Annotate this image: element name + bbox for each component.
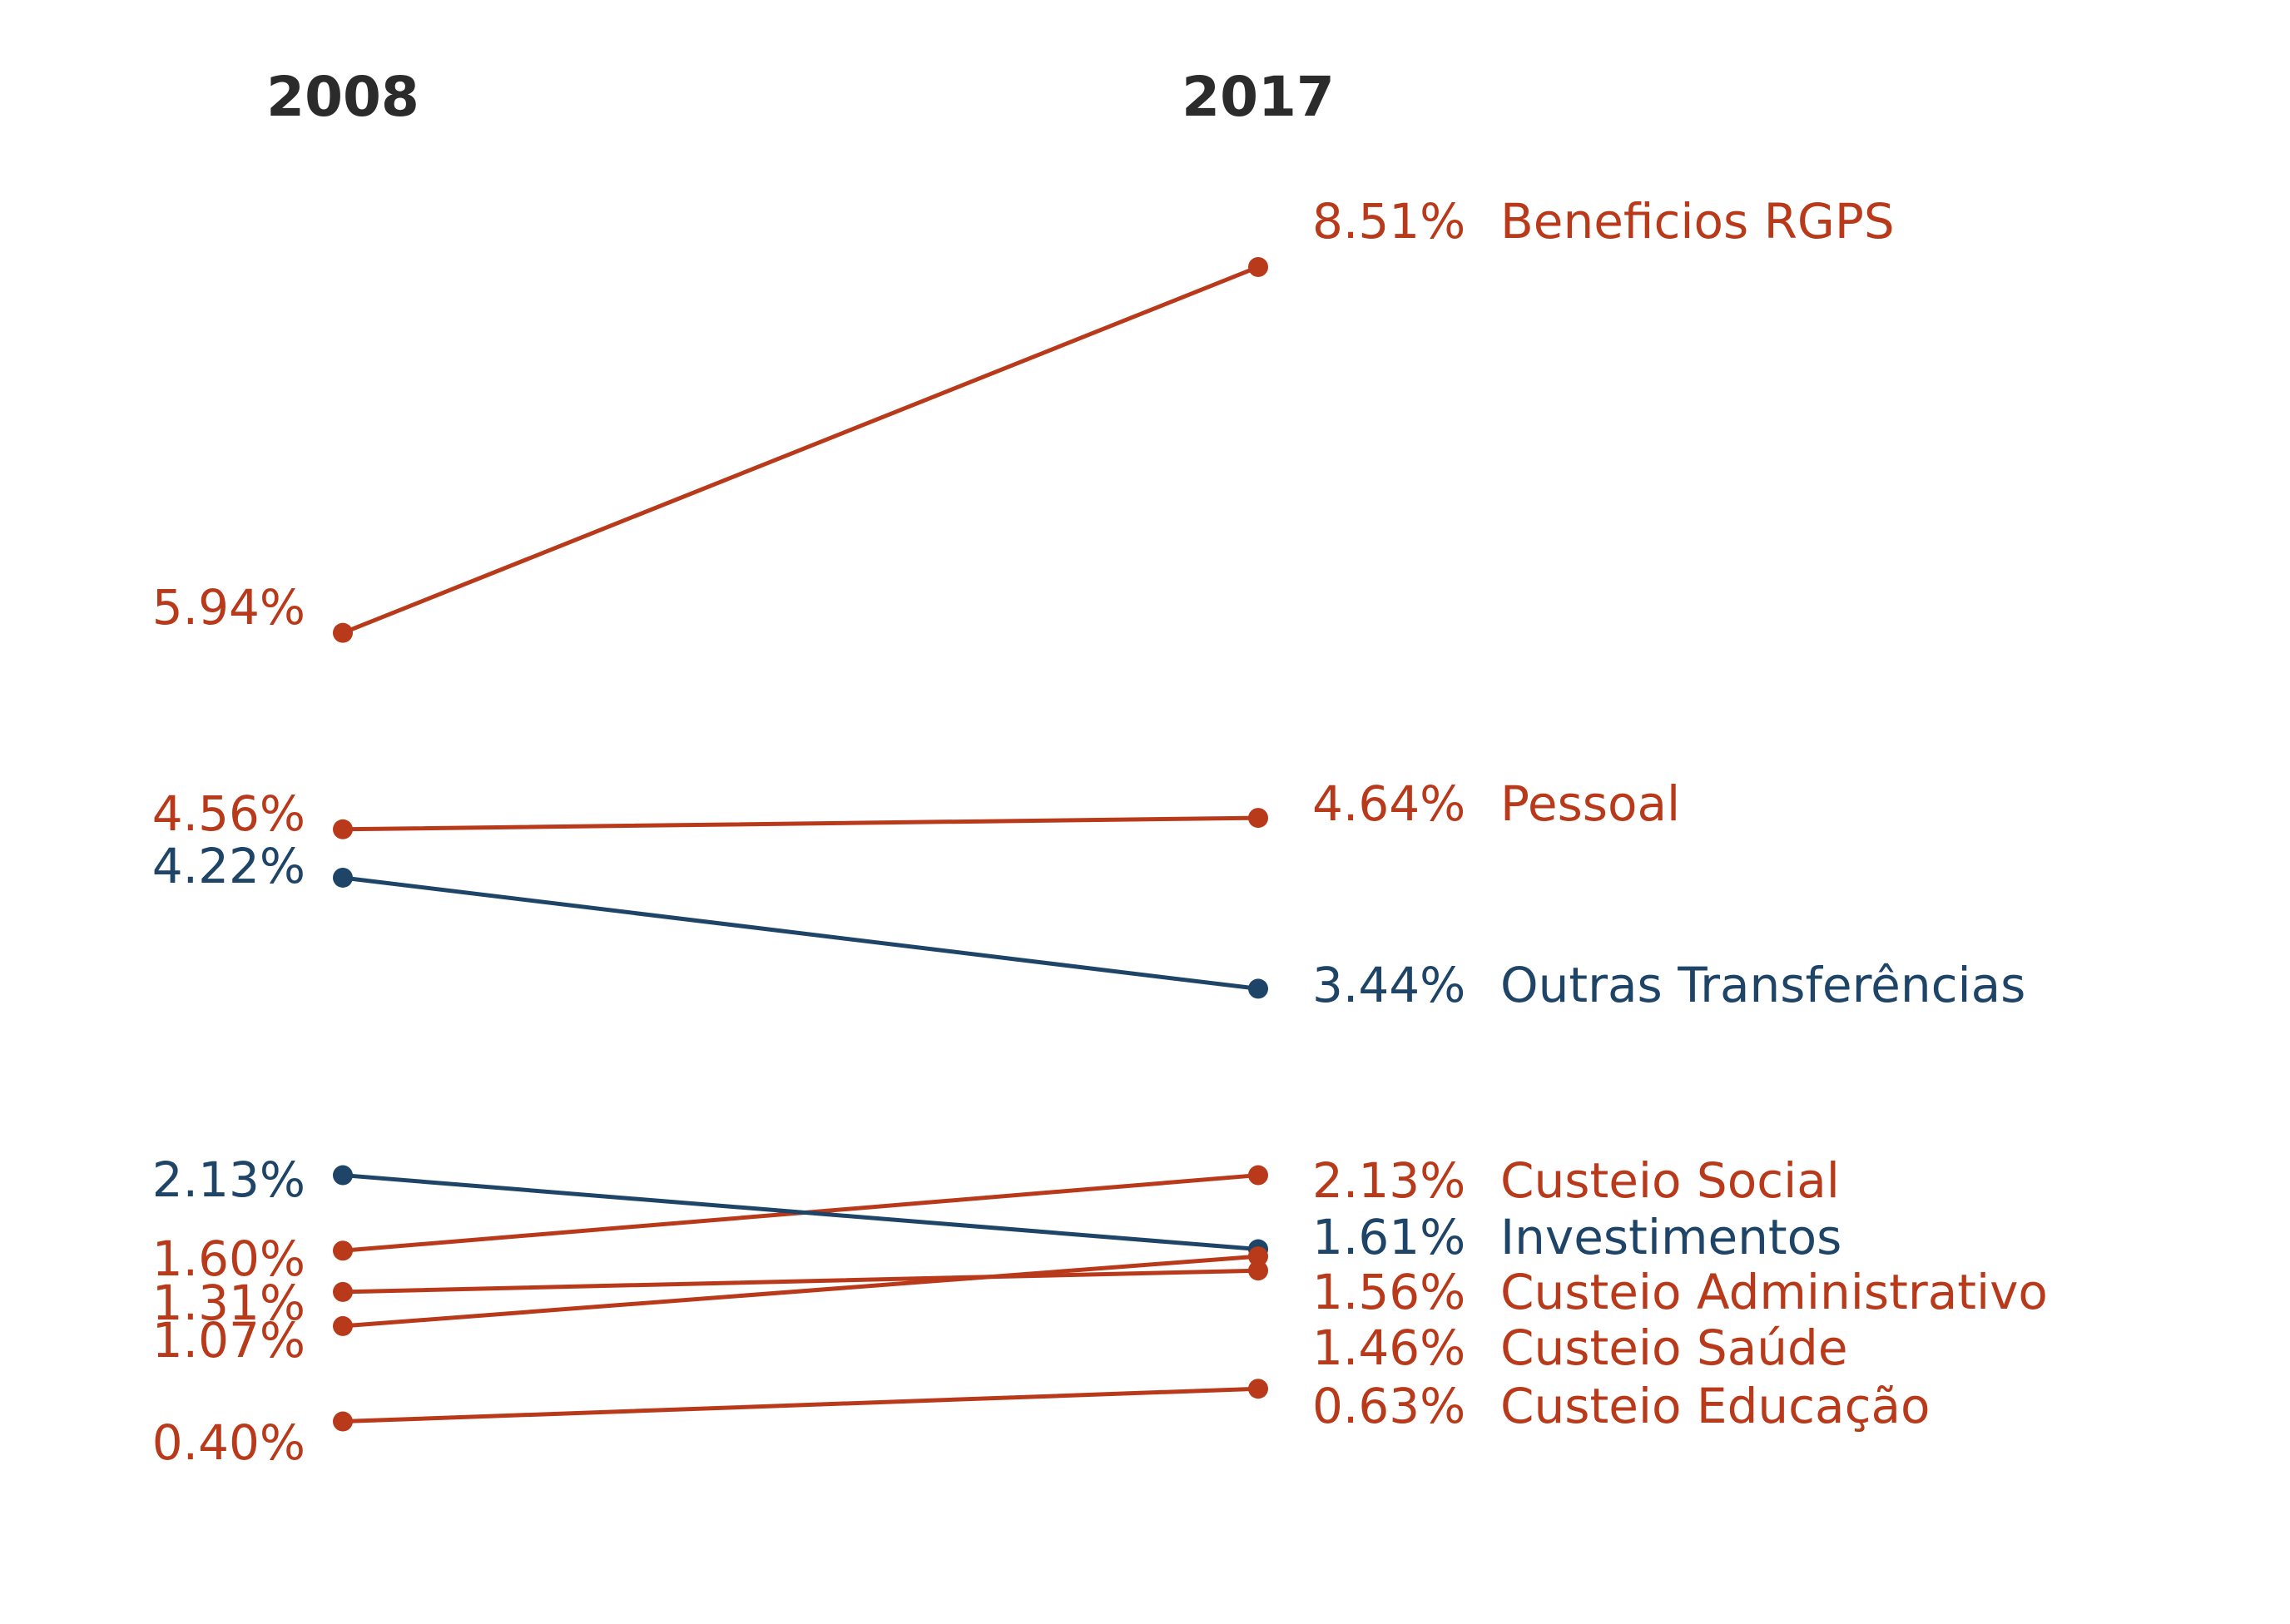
series-label-custeio-saude: Custeio Saúde: [1500, 1320, 1848, 1376]
value-label-investimentos-2008: 2.13%: [152, 1151, 305, 1208]
value-label-outras-transferencias-2008: 4.22%: [152, 838, 305, 894]
slope-line-investimentos: [340, 1173, 1261, 1252]
point-custeio-administrativo-2017: [1248, 1246, 1268, 1267]
value-label-custeio-saude-2008: 1.31%: [152, 1275, 305, 1331]
year-label-2017: 2017: [1182, 65, 1335, 129]
slope-line-outras-transferencias: [340, 875, 1261, 991]
point-investimentos-2008: [333, 1165, 353, 1186]
value-label-beneficios-rgps-2017: 8.51%: [1312, 193, 1465, 250]
series-label-custeio-social: Custeio Social: [1500, 1152, 1840, 1209]
year-label-2008: 2008: [266, 65, 419, 129]
value-label-custeio-social-2017: 2.13%: [1312, 1152, 1465, 1209]
value-label-investimentos-2017: 1.61%: [1312, 1209, 1465, 1265]
point-beneficios-rgps-2017: [1248, 256, 1268, 277]
point-outras-transferencias-2017: [1248, 978, 1268, 999]
series-label-beneficios-rgps: Beneficios RGPS: [1500, 193, 1895, 250]
slope-line-beneficios-rgps: [340, 265, 1261, 636]
point-custeio-educacao-2017: [1248, 1379, 1268, 1399]
point-custeio-saude-2017: [1248, 1260, 1268, 1281]
slope-line-custeio-saude: [340, 1268, 1261, 1295]
series-label-custeio-administrativo: Custeio Administrativo: [1500, 1264, 2048, 1320]
series-label-pessoal: Pessoal: [1500, 775, 1680, 832]
value-label-pessoal-2008: 4.56%: [152, 785, 305, 842]
point-outras-transferencias-2008: [333, 867, 353, 888]
slope-line-custeio-educacao: [340, 1386, 1261, 1424]
series-label-custeio-educacao: Custeio Educação: [1500, 1378, 1931, 1434]
slope-points: [333, 256, 1268, 1432]
point-custeio-social-2017: [1248, 1165, 1268, 1186]
point-pessoal-2008: [333, 819, 353, 839]
year-headers: 2008 2017: [266, 65, 1335, 129]
series-label-outras-transferencias: Outras Transferências: [1500, 957, 2025, 1013]
slope-lines: [340, 265, 1261, 1424]
point-beneficios-rgps-2008: [333, 622, 353, 643]
point-custeio-educacao-2008: [333, 1411, 353, 1432]
point-custeio-saude-2008: [333, 1281, 353, 1302]
slope-labels: 5.94% 8.51% Beneficios RGPS 4.56% 4.64% Pesso…: [152, 193, 2048, 1471]
value-label-custeio-administrativo-2017: 1.56%: [1312, 1264, 1465, 1320]
value-label-pessoal-2017: 4.64%: [1312, 775, 1465, 832]
value-label-custeio-saude-2017: 1.46%: [1312, 1320, 1465, 1376]
point-custeio-administrativo-2008: [333, 1315, 353, 1336]
value-label-beneficios-rgps-2008: 5.94%: [152, 579, 305, 636]
point-custeio-social-2008: [333, 1240, 353, 1261]
series-label-investimentos: Investimentos: [1500, 1209, 1841, 1265]
value-label-custeio-administrativo-2008: 1.07%: [152, 1312, 305, 1369]
slope-line-custeio-administrativo: [340, 1254, 1261, 1329]
value-label-custeio-social-2008: 1.60%: [152, 1230, 305, 1287]
slope-line-pessoal: [340, 815, 1261, 832]
value-label-custeio-educacao-2017: 0.63%: [1312, 1378, 1465, 1434]
value-label-custeio-educacao-2008: 0.40%: [152, 1414, 305, 1471]
point-pessoal-2017: [1248, 808, 1268, 829]
value-label-outras-transferencias-2017: 3.44%: [1312, 957, 1465, 1013]
